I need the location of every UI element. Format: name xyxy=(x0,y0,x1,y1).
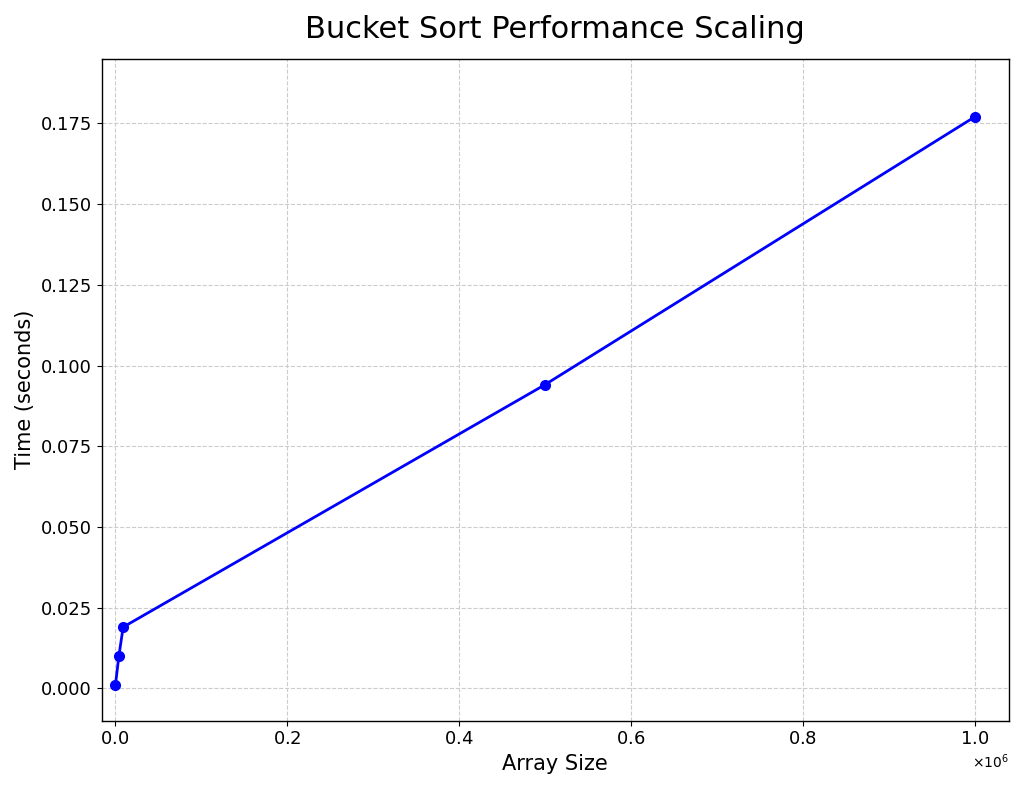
Title: Bucket Sort Performance Scaling: Bucket Sort Performance Scaling xyxy=(305,15,805,44)
X-axis label: Array Size: Array Size xyxy=(503,754,608,774)
Y-axis label: Time (seconds): Time (seconds) xyxy=(15,310,35,469)
